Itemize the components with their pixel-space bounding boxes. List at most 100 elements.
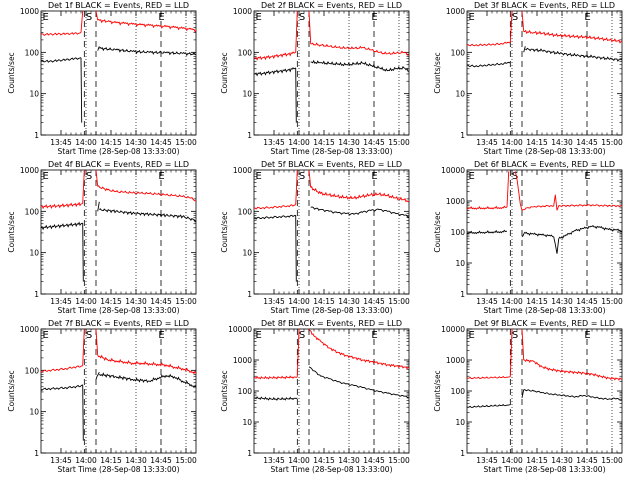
event-marker-label: S — [299, 171, 305, 182]
x-tick-label: 13:45 — [50, 138, 72, 147]
y-tick-label: 100 — [451, 48, 466, 57]
lld-series — [254, 329, 409, 380]
events-series — [41, 46, 196, 123]
events-series-line — [467, 61, 511, 68]
lld-series-line — [296, 329, 300, 377]
event-marker-label: E — [371, 171, 377, 182]
panel-title: Det 7f BLACK = Events, RED = LLD — [48, 319, 189, 328]
x-axis-label: Start Time (28-Sep-08 13:33:00) — [271, 147, 393, 156]
x-tick-label: 13:45 — [50, 297, 72, 306]
event-marker-label: S — [512, 330, 518, 341]
lld-series-line — [41, 201, 83, 210]
event-marker-label: E — [584, 12, 590, 23]
event-marker-label: E — [584, 171, 590, 182]
lld-series-line — [310, 42, 409, 56]
lld-series-line — [97, 354, 196, 375]
events-series-line — [80, 57, 83, 123]
events-series-line — [82, 223, 84, 282]
events-series — [467, 224, 622, 254]
event-marker-label: E — [469, 330, 475, 341]
events-series-line — [99, 208, 196, 223]
panel-title: Det 4f BLACK = Events, RED = LLD — [48, 160, 189, 169]
plot-frame — [40, 328, 197, 454]
events-series — [41, 372, 196, 441]
event-marker-label: E — [43, 330, 49, 341]
event-marker-label: S — [512, 12, 518, 23]
detector-panel-7: Det 7f BLACK = Events, RED = LLD 1 10 100 10… — [7, 319, 197, 474]
events-series-line — [82, 384, 84, 441]
events-series-line — [467, 403, 511, 408]
y-axis-label: Counts/sec — [433, 211, 442, 252]
y-axis-label: Counts/sec — [220, 370, 229, 411]
lld-series-line — [97, 185, 196, 202]
x-axis-label: Start Time (28-Sep-08 13:33:00) — [271, 306, 393, 315]
x-axis-label: Start Time (28-Sep-08 13:33:00) — [484, 465, 606, 474]
events-series-line — [523, 46, 526, 53]
events-series-line — [95, 372, 100, 380]
events-series-line — [295, 67, 297, 123]
event-marker-label: E — [256, 330, 262, 341]
y-tick-label: 1000 — [233, 166, 252, 175]
event-marker-label: S — [86, 171, 92, 182]
y-tick-label: 100 — [451, 387, 466, 396]
lld-series-line — [523, 29, 622, 44]
lld-series-line — [41, 365, 83, 373]
y-tick-label: 100 — [25, 207, 40, 216]
event-marker-label: S — [86, 330, 92, 341]
y-tick-label: 100 — [25, 48, 40, 57]
x-tick-label: 13:45 — [476, 456, 498, 465]
lld-series-line — [467, 41, 511, 47]
detector-panel-9: Det 9f BLACK = Events, RED = LLD 1 10 100 10… — [433, 319, 623, 474]
x-tick-label: 15:00 — [175, 138, 197, 147]
x-tick-label: 14:45 — [150, 456, 172, 465]
panel-title: Det 8f BLACK = Events, RED = LLD — [261, 319, 402, 328]
y-tick-label: 10000 — [228, 325, 252, 334]
x-tick-label: 14:45 — [363, 138, 385, 147]
x-tick-label: 14:15 — [313, 138, 335, 147]
y-tick-label: 1 — [247, 131, 252, 140]
x-tick-label: 14:15 — [526, 138, 548, 147]
y-tick-label: 1 — [460, 290, 465, 299]
lld-series-line — [295, 170, 298, 205]
lld-series-line — [95, 11, 99, 21]
lld-series-line — [80, 11, 84, 33]
x-tick-label: 14:15 — [313, 456, 335, 465]
lld-series-line — [467, 205, 508, 210]
x-tick-label: 14:15 — [100, 297, 122, 306]
plot-frame — [253, 169, 410, 295]
events-series-line — [41, 384, 83, 391]
x-tick-label: 14:00 — [75, 456, 97, 465]
lld-series-line — [509, 11, 513, 43]
x-tick-label: 13:45 — [476, 138, 498, 147]
lld-series — [467, 11, 622, 47]
lld-series-line — [509, 329, 513, 377]
panel-title: Det 2f BLACK = Events, RED = LLD — [261, 1, 402, 10]
events-series-line — [523, 389, 622, 401]
detector-panel-6: Det 6f BLACK = Events, RED = LLD 1 10 100 10… — [433, 160, 623, 315]
y-tick-label: 100 — [451, 228, 466, 237]
events-series-line — [310, 59, 409, 72]
events-series-line — [254, 214, 296, 220]
x-axis-label: Start Time (28-Sep-08 13:33:00) — [58, 306, 180, 315]
lld-series — [41, 170, 196, 210]
x-axis-label: Start Time (28-Sep-08 13:33:00) — [58, 147, 180, 156]
panel-title: Det 9f BLACK = Events, RED = LLD — [474, 319, 615, 328]
x-tick-label: 14:15 — [100, 138, 122, 147]
y-tick-label: 1 — [460, 449, 465, 458]
lld-series-line — [523, 358, 622, 381]
events-series — [254, 206, 409, 282]
lld-series-line — [310, 185, 409, 203]
events-series-line — [521, 389, 525, 398]
y-tick-label: 10 — [242, 418, 252, 427]
x-tick-label: 14:15 — [100, 456, 122, 465]
lld-series — [254, 11, 409, 61]
lld-series-line — [295, 11, 298, 53]
lld-series — [467, 171, 622, 211]
lld-series-line — [254, 51, 296, 61]
x-tick-label: 14:00 — [501, 138, 523, 147]
x-tick-label: 14:45 — [150, 138, 172, 147]
y-tick-label: 10 — [29, 90, 39, 99]
lld-series-line — [95, 170, 99, 187]
y-tick-label: 1000 — [233, 356, 252, 365]
